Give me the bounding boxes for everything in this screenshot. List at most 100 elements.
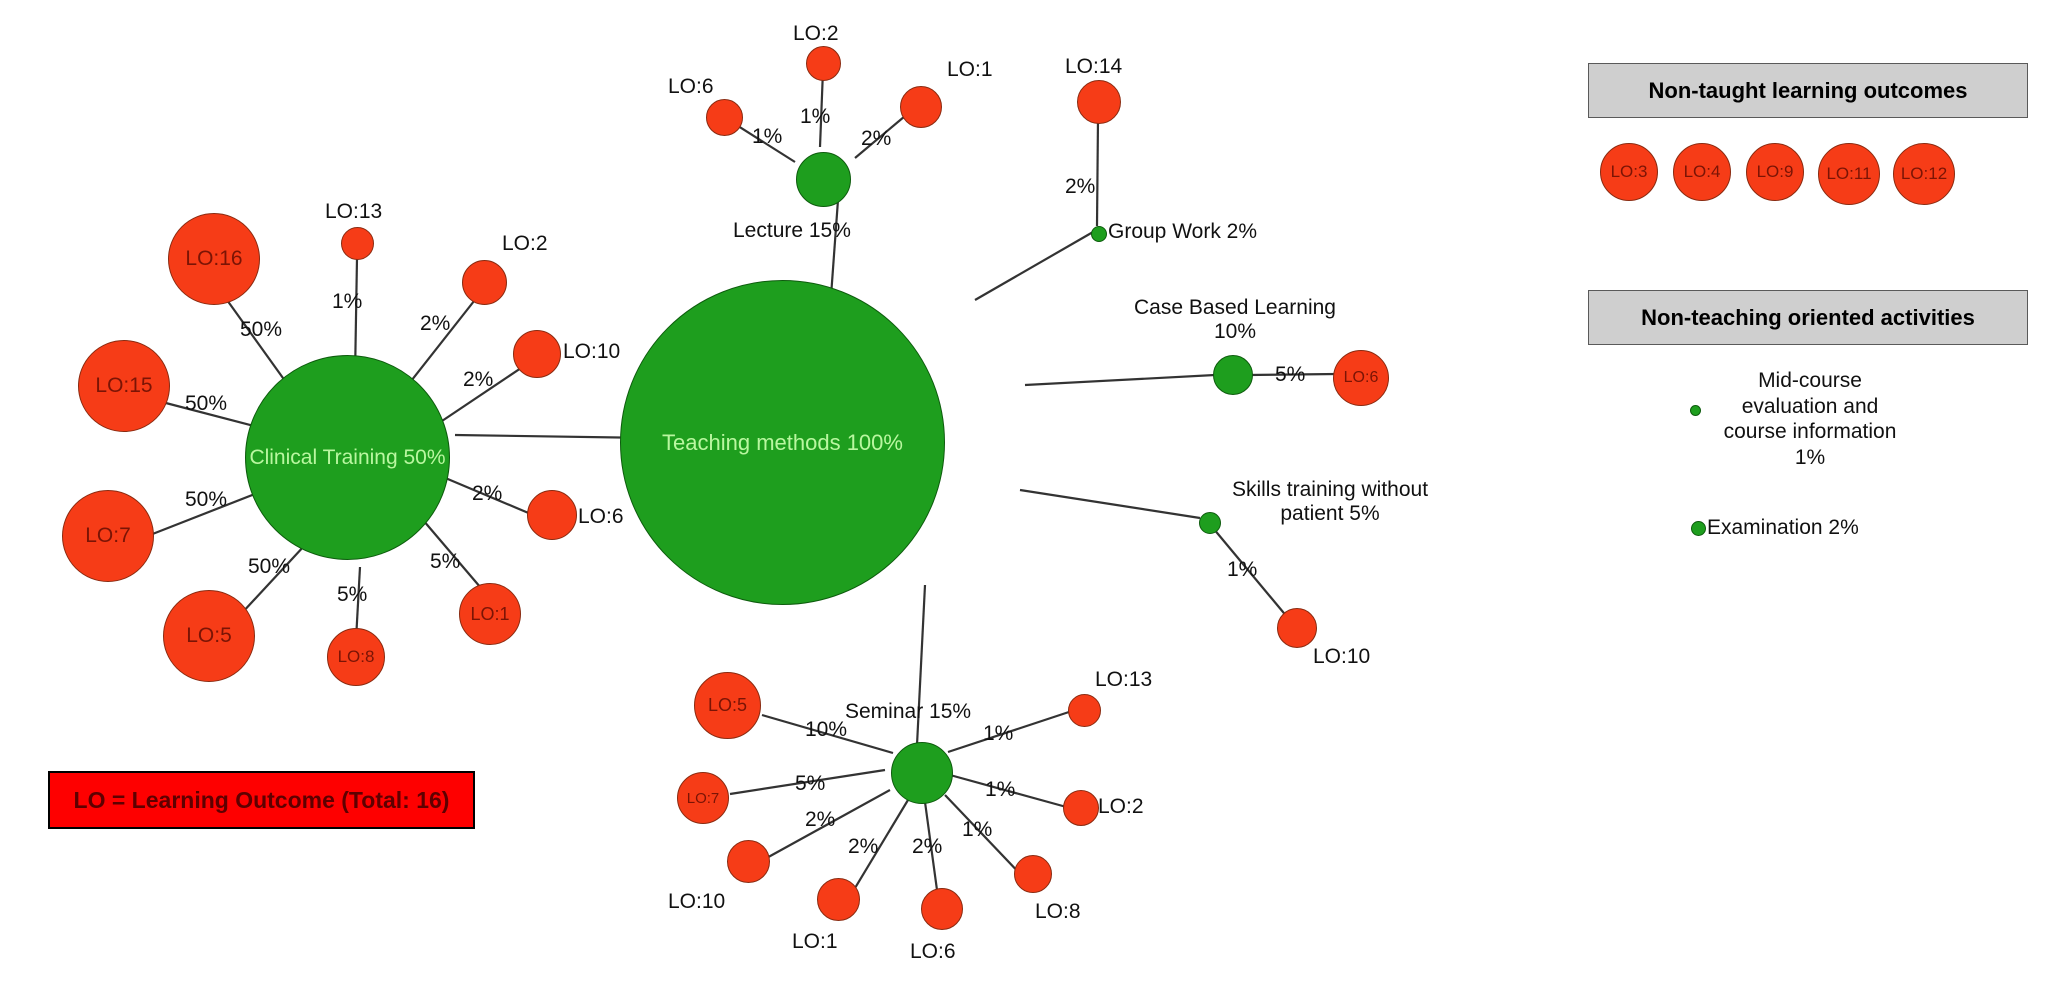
node-lecture[interactable] (796, 152, 851, 207)
node-lo-lecture-1[interactable] (900, 86, 942, 128)
edge-sem-lo2 (949, 773, 1071, 810)
legend-dot-midcourse (1690, 405, 1701, 416)
label-lecture: Lecture 15% (733, 219, 851, 242)
edge-weight-ct-lo13: 1% (332, 290, 363, 313)
edge-weight-lec-lo6: 1% (752, 125, 783, 148)
edge-center-case (1024, 373, 1216, 387)
edge-ct-lo15 (161, 400, 259, 429)
lo-key-box: LO = Learning Outcome (Total: 16) (48, 771, 475, 829)
node-lo-clinical-10[interactable] (513, 330, 561, 378)
edge-weight-lec-lo2: 1% (800, 105, 831, 128)
legend-lo-9[interactable]: LO:9 (1746, 143, 1804, 201)
label-lo-clinical-10: LO:10 (563, 340, 621, 363)
node-group-work[interactable] (1091, 226, 1107, 242)
node-lo-lecture-2[interactable] (806, 46, 841, 81)
edge-center-groupwork (974, 231, 1094, 301)
edge-weight-ct-lo16: 50% (240, 318, 283, 341)
node-lo-seminar-1[interactable] (817, 878, 860, 921)
label-seminar: Seminar 15% (845, 700, 972, 723)
label-lo-seminar-10: LO:10 (668, 890, 726, 913)
node-lo-clinical-6[interactable] (527, 490, 577, 540)
edge-weight-sem-lo8: 1% (962, 818, 993, 841)
edge-skills-lo10 (1212, 527, 1294, 625)
label-lo-clinical-13: LO:13 (325, 200, 383, 223)
edge-weight-ct-lo5: 50% (248, 555, 291, 578)
legend-dot-examination (1691, 521, 1706, 536)
label-lo-seminar-2: LO:2 (1098, 795, 1144, 818)
edge-ct-lo2 (403, 295, 479, 391)
edge-sem-lo7 (729, 768, 886, 796)
edge-center-skills (1019, 488, 1201, 520)
node-lo-groupwork-14[interactable] (1077, 80, 1121, 124)
edge-sem-lo13 (947, 708, 1076, 754)
edge-ct-lo6 (442, 475, 539, 519)
node-case-based-learning[interactable] (1213, 355, 1253, 395)
edge-ct-lo16 (226, 299, 289, 386)
legend-lo-11[interactable]: LO:11 (1818, 143, 1880, 205)
label-lo-lecture-6: LO:6 (668, 75, 714, 98)
label-lo-groupwork-14: LO:14 (1065, 55, 1123, 78)
edge-weight-skills-lo10: 1% (1227, 558, 1258, 581)
legend-midcourse-text: Mid-course evaluation and course informa… (1723, 369, 1897, 469)
legend-examination-text: Examination 2% (1707, 516, 1859, 539)
node-lo-lecture-6[interactable] (706, 99, 743, 136)
node-lo-seminar-6[interactable] (921, 888, 963, 930)
legend-lo-3[interactable]: LO:3 (1600, 143, 1658, 201)
label-lo-clinical-6: LO:6 (578, 505, 624, 528)
edge-center-seminar (915, 584, 927, 746)
edge-weight-ct-lo1: 5% (430, 550, 461, 573)
node-lo-clinical-15[interactable]: LO:15 (78, 340, 170, 432)
edge-sem-lo1 (845, 799, 909, 904)
node-seminar[interactable] (891, 742, 953, 804)
node-lo-seminar-10[interactable] (727, 840, 770, 883)
node-lo-seminar-8[interactable] (1014, 855, 1052, 893)
node-lo-seminar-2[interactable] (1063, 790, 1099, 826)
label-lo-skills-10: LO:10 (1313, 645, 1371, 668)
legend-lo-4[interactable]: LO:4 (1673, 143, 1731, 201)
node-clinical-training[interactable]: Clinical Training 50% (245, 355, 450, 560)
node-lo-clinical-13[interactable] (341, 227, 374, 260)
edge-weight-ct-lo15: 50% (185, 392, 228, 415)
edge-weight-ct-lo2: 2% (420, 312, 451, 335)
node-lo-cbl-6[interactable]: LO:6 (1333, 350, 1389, 406)
edge-lec-lo2 (818, 69, 825, 148)
edge-gw-lo14 (1095, 117, 1100, 227)
label-group-work: Group Work 2% (1108, 220, 1257, 243)
legend-lo-12[interactable]: LO:12 (1893, 143, 1955, 205)
node-lo-clinical-1[interactable]: LO:1 (459, 583, 521, 645)
node-lo-clinical-2[interactable] (462, 260, 507, 305)
node-teaching-methods[interactable]: Teaching methods 100% (620, 280, 945, 605)
label-lo-seminar-8: LO:8 (1035, 900, 1081, 923)
edge-weight-sem-lo5: 10% (805, 718, 848, 741)
node-lo-seminar-5[interactable]: LO:5 (694, 672, 761, 739)
edge-weight-ct-lo8: 5% (337, 583, 368, 606)
edge-weight-sem-lo13: 1% (983, 722, 1014, 745)
edge-weight-sem-lo10: 2% (805, 808, 836, 831)
label-lo-seminar-1: LO:1 (792, 930, 838, 953)
edge-sem-lo10 (762, 789, 891, 861)
node-lo-seminar-7[interactable]: LO:7 (677, 772, 729, 824)
edge-weight-ct-lo10: 2% (463, 368, 494, 391)
label-lo-seminar-6: LO:6 (910, 940, 956, 963)
label-lo-lecture-1: LO:1 (947, 58, 993, 81)
label-skills-training: Skills training without patient 5% (1231, 478, 1429, 526)
edge-ct-lo7 (149, 488, 266, 537)
edge-weight-ct-lo6: 2% (472, 482, 503, 505)
node-lo-skills-10[interactable] (1277, 608, 1317, 648)
node-lo-seminar-13[interactable] (1068, 694, 1101, 727)
node-lo-clinical-8[interactable]: LO:8 (327, 628, 385, 686)
edge-weight-sem-lo1: 2% (848, 835, 879, 858)
label-case-based-learning: Case Based Learning 10% (1134, 296, 1336, 344)
label-lo-lecture-2: LO:2 (793, 22, 839, 45)
edge-weight-gw-lo14: 2% (1065, 175, 1096, 198)
edge-lec-lo1 (854, 110, 912, 159)
edge-cbl-lo6 (1247, 372, 1338, 377)
node-skills-training[interactable] (1199, 512, 1221, 534)
node-lo-clinical-7[interactable]: LO:7 (62, 490, 154, 582)
label-lo-seminar-13: LO:13 (1095, 668, 1153, 691)
edge-ct-lo8 (354, 566, 362, 641)
edge-weight-sem-lo2: 1% (985, 778, 1016, 801)
node-lo-clinical-5[interactable]: LO:5 (163, 590, 255, 682)
legend-non-taught-header: Non-taught learning outcomes (1588, 63, 2028, 118)
node-lo-clinical-16[interactable]: LO:16 (168, 213, 260, 305)
